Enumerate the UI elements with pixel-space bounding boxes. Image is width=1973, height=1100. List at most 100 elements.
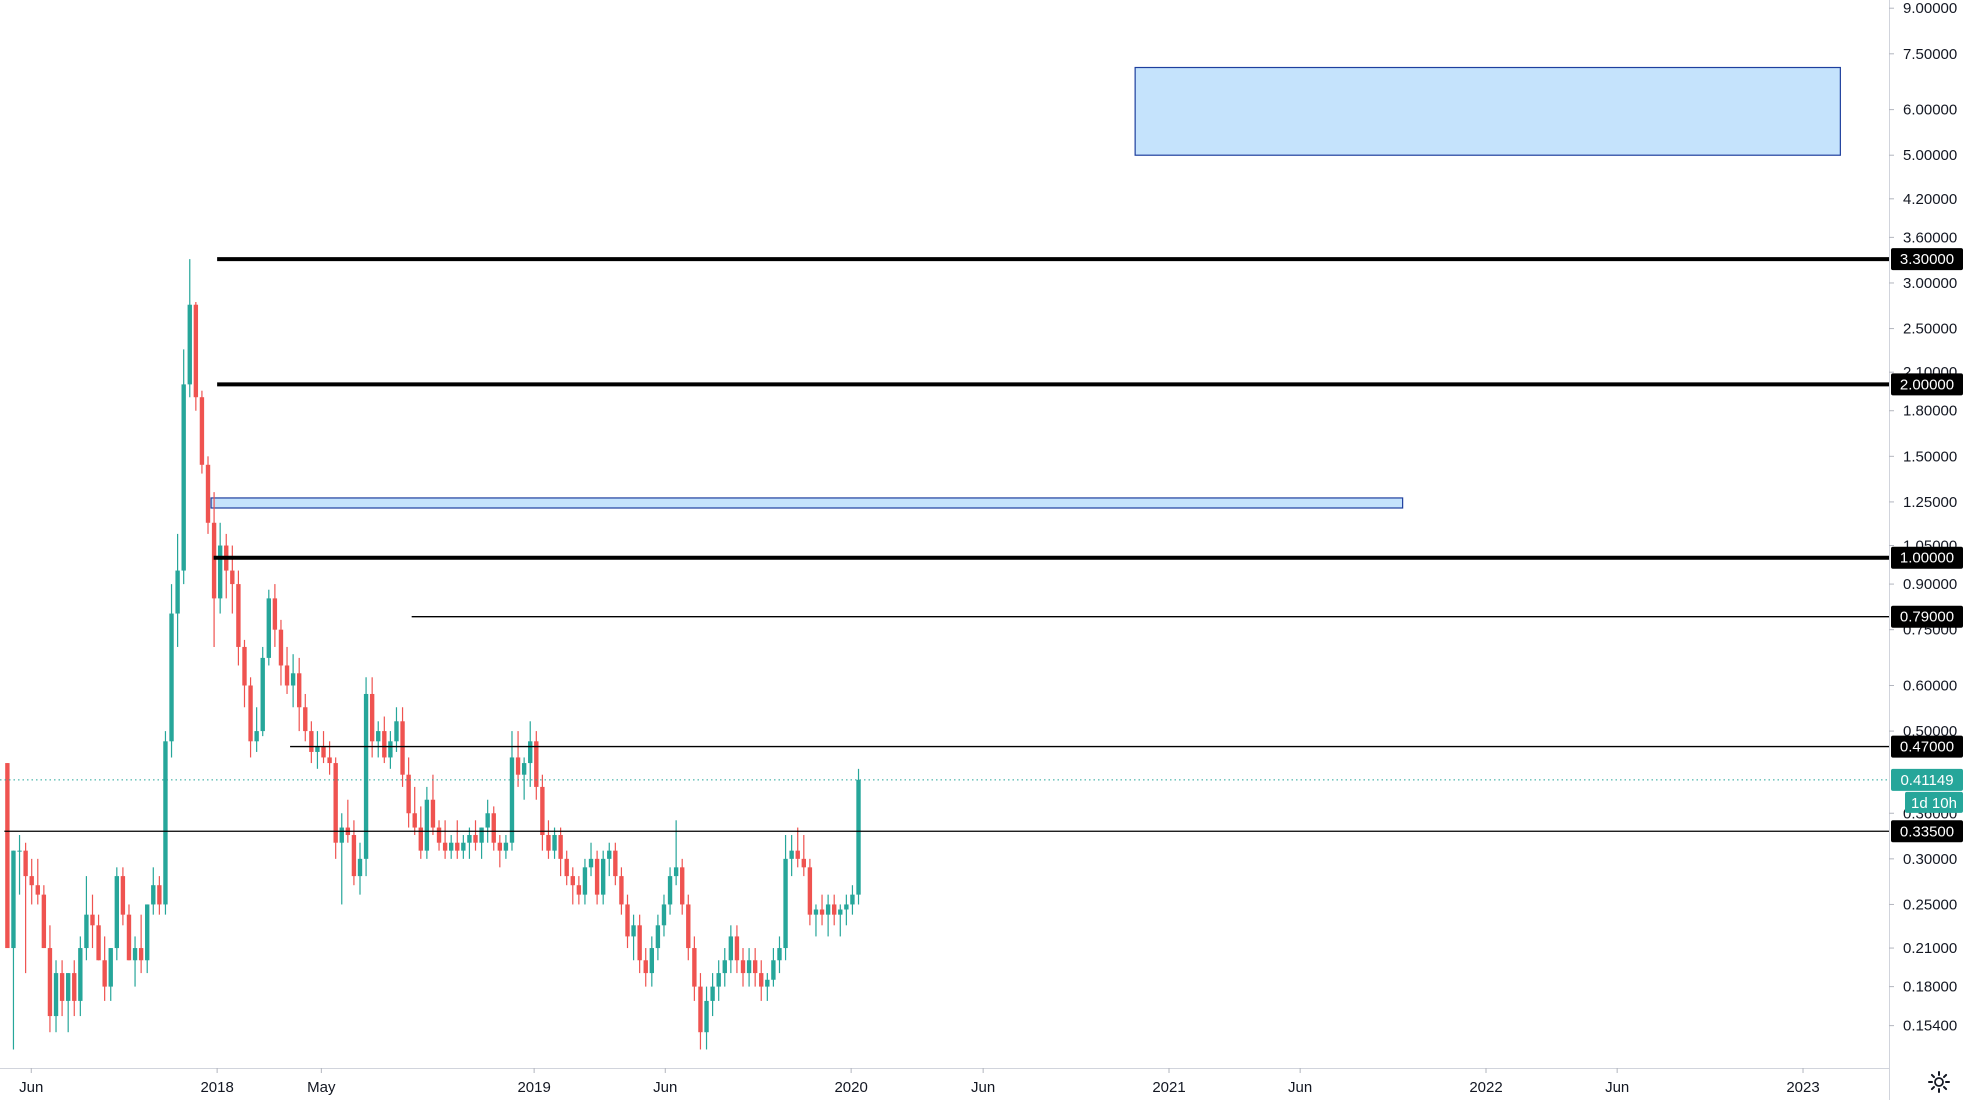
zone-box-1[interactable] (210, 497, 1404, 509)
level-label-0.79000: 0.79000 (1900, 609, 1954, 626)
x-tick-label: 2022 (1469, 1079, 1502, 1096)
candle-body (217, 545, 223, 599)
candle (777, 936, 782, 974)
candle-body (199, 397, 205, 465)
candle (284, 646, 290, 694)
candle-body (272, 598, 278, 630)
candle-body (819, 909, 825, 915)
candle (734, 925, 740, 974)
candle (84, 876, 89, 961)
candle (850, 885, 855, 915)
candle-body (278, 629, 284, 666)
candle (290, 654, 296, 708)
candle (710, 973, 715, 1017)
candle (363, 677, 369, 877)
candle (315, 731, 320, 769)
candle (193, 302, 199, 411)
plot-area[interactable] (0, 0, 1889, 1068)
candle-body (357, 858, 363, 877)
candle-body (382, 731, 387, 758)
candle (297, 657, 302, 732)
candle-body (449, 842, 454, 851)
candle-body (613, 850, 618, 877)
candle-body (11, 850, 16, 949)
candle-body (631, 925, 636, 937)
candle-body (72, 973, 77, 1001)
x-tick-label: Jun (653, 1079, 677, 1096)
y-tick-label: 0.18000 (1903, 979, 1957, 996)
candle-body (205, 464, 211, 523)
candle-body (765, 979, 770, 987)
candle-body (145, 904, 150, 961)
x-tick-label: 2023 (1786, 1079, 1819, 1096)
settings-gear-icon[interactable] (1925, 1068, 1953, 1096)
candle (783, 835, 788, 961)
candle (187, 259, 192, 398)
candle-body (686, 904, 691, 949)
y-tick-label: 7.50000 (1903, 46, 1957, 63)
y-tick-label: 3.60000 (1903, 229, 1957, 246)
candle-body (661, 904, 667, 926)
candle (582, 858, 588, 905)
y-tick-label: 0.25000 (1903, 896, 1957, 913)
level-label-bg (1891, 735, 1963, 758)
candle-body (23, 850, 28, 877)
candle-body (643, 960, 648, 974)
x-tick-label: Jun (1288, 1079, 1312, 1096)
candle (759, 960, 764, 1001)
candle-body (65, 973, 71, 1001)
y-tick-label: 9.00000 (1903, 0, 1957, 17)
zone-box-0[interactable] (1134, 66, 1841, 156)
countdown-label: 1d 10h (1911, 795, 1957, 812)
candle (126, 904, 132, 961)
price-labels-layer: 3.30000 2.00000 1.00000 0.79000 0.47000 0.335… (1891, 248, 1963, 843)
candle-body (455, 842, 460, 851)
candle (29, 858, 34, 905)
candle (807, 858, 813, 926)
candle-body (284, 665, 290, 686)
candle (692, 936, 697, 1001)
candle (838, 904, 843, 937)
candle-body (582, 867, 588, 895)
candle (607, 842, 612, 877)
candle-body (187, 304, 192, 385)
candle-body (424, 799, 430, 851)
candle-body (692, 948, 697, 987)
candle (570, 867, 575, 905)
time-axis[interactable]: Jun 2018 May 2019 Jun 2020 Jun 2021 Jun 2022 Jun 20… (19, 1068, 1820, 1096)
candle (35, 858, 40, 905)
candle-body (795, 850, 800, 859)
x-tick-label: Jun (1605, 1079, 1629, 1096)
candle (303, 693, 308, 742)
candle-body (515, 757, 521, 775)
candle-body (327, 757, 332, 764)
price-axis[interactable]: 9.00000 7.50000 6.00000 5.00000 4.20000 3.600… (1889, 0, 1957, 1035)
candle (151, 867, 156, 915)
candle (333, 757, 338, 859)
level-label-bg (1891, 820, 1963, 843)
y-tick-label: 1.80000 (1903, 403, 1957, 420)
candle-body (47, 948, 53, 1017)
candle (17, 835, 22, 895)
y-tick-label: 0.15400 (1903, 1018, 1957, 1035)
candle (722, 948, 727, 987)
candle-body (594, 858, 600, 895)
candle-body (716, 973, 721, 987)
candle-body (600, 858, 606, 895)
candle-body (637, 925, 642, 961)
candle (157, 876, 162, 915)
candle (357, 842, 363, 895)
candle (534, 731, 539, 800)
candle-body (394, 721, 399, 742)
candle (175, 533, 180, 647)
candle-body (734, 936, 740, 961)
candle-body (321, 746, 326, 758)
candle (844, 894, 849, 926)
candle (801, 835, 806, 877)
candle (455, 820, 460, 859)
candle-body (309, 731, 314, 752)
candle (643, 948, 648, 987)
candle-body (680, 867, 685, 905)
y-tick-label: 6.00000 (1903, 102, 1957, 119)
